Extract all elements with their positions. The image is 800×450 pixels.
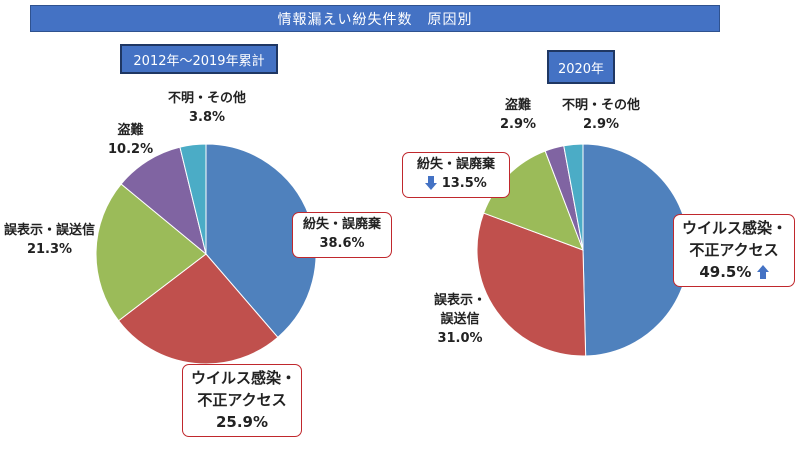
subtitle-cumulative: 2012年～2019年累計 — [120, 44, 278, 74]
label-right-virus-name-1: ウイルス感染・ — [682, 219, 788, 237]
label-left-virus-name-2: 不正アクセス — [197, 390, 287, 409]
label-left-misdisplay: 誤表示・誤送信 21.3% — [4, 222, 95, 260]
label-left-loss: 紛失・誤廃棄 38.6% — [292, 212, 392, 258]
label-left-virus-value: 25.9% — [215, 412, 269, 431]
chart-title: 情報漏えい紛失件数 原因別 — [30, 5, 720, 32]
label-right-virus-value: 49.5% — [699, 262, 752, 281]
pie-slice-right-1 — [476, 212, 587, 357]
label-left-virus: ウイルス感染・ 不正アクセス 25.9% — [182, 364, 302, 438]
label-right-misdisplay-name-1: 誤表示・ — [434, 293, 487, 308]
label-left-misdisplay-value: 21.3% — [26, 241, 73, 257]
label-right-misdisplay: 誤表示・ 誤送信 31.0% — [434, 292, 486, 349]
label-right-other: 不明・その他 2.9% — [562, 97, 640, 135]
arrow-up-icon — [756, 265, 769, 279]
label-right-virus: ウイルス感染・ 不正アクセス 49.5% — [673, 214, 795, 288]
label-right-other-value: 2.9% — [582, 116, 620, 132]
label-left-virus-name-1: ウイルス感染・ — [191, 369, 297, 387]
label-right-loss: 紛失・誤廃棄 13.5% — [402, 152, 510, 198]
label-left-other: 不明・その他 3.8% — [168, 90, 246, 128]
label-right-loss-name: 紛失・誤廃棄 — [416, 157, 495, 172]
label-right-virus-name-2: 不正アクセス — [689, 240, 779, 259]
label-left-misdisplay-name: 誤表示・誤送信 — [4, 223, 96, 238]
pie-slice-left-2 — [95, 183, 207, 322]
label-left-loss-value: 38.6% — [319, 235, 365, 251]
pie-slice-left-3 — [120, 146, 207, 256]
label-right-misdisplay-name-2: 誤送信 — [440, 311, 480, 327]
label-right-loss-value: 13.5% — [441, 175, 487, 191]
arrow-down-icon — [425, 176, 438, 191]
label-right-theft-value: 2.9% — [500, 116, 537, 132]
label-left-theft-value: 10.2% — [108, 141, 154, 157]
pie-slice-left-4 — [179, 143, 207, 255]
label-right-theft: 盗難 2.9% — [500, 97, 536, 135]
subtitle-2020: 2020年 — [547, 50, 615, 84]
label-right-other-name: 不明・その他 — [562, 98, 641, 113]
label-left-theft-name: 盗難 — [117, 123, 144, 138]
pie-slice-left-1 — [117, 253, 279, 365]
label-left-other-name: 不明・その他 — [168, 91, 247, 106]
label-right-misdisplay-value: 31.0% — [437, 330, 483, 346]
label-right-theft-name: 盗難 — [505, 98, 532, 113]
label-left-other-value: 3.8% — [188, 109, 226, 125]
label-left-loss-name: 紛失・誤廃棄 — [302, 217, 381, 232]
label-left-theft: 盗難 10.2% — [108, 122, 153, 160]
pie-slice-right-4 — [563, 143, 584, 251]
